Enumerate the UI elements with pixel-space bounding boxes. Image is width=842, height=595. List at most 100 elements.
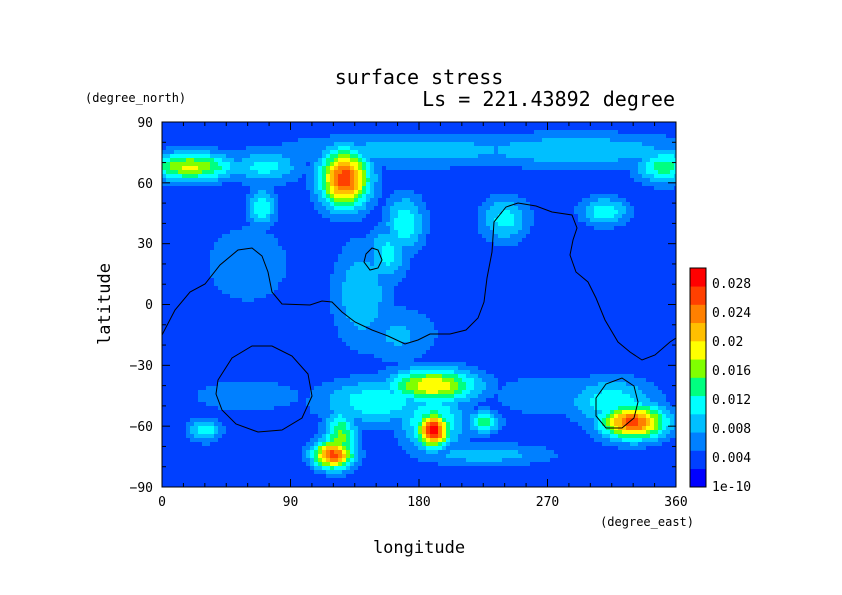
heatmap-cell (662, 266, 667, 271)
heatmap-cell (654, 182, 659, 187)
heatmap-cell (666, 166, 671, 171)
heatmap-cell (190, 274, 195, 279)
heatmap-cell (346, 158, 351, 163)
heatmap-cell (306, 134, 311, 139)
heatmap-cell (398, 142, 403, 147)
heatmap-cell (646, 122, 651, 127)
heatmap-cell (406, 246, 411, 251)
heatmap-cell (378, 206, 383, 211)
heatmap-cell (422, 190, 427, 195)
heatmap-cell (354, 214, 359, 219)
heatmap-cell (394, 234, 399, 239)
heatmap-cell (190, 162, 195, 167)
heatmap-cell (474, 182, 479, 187)
heatmap-cell (578, 170, 583, 175)
heatmap-cell (362, 154, 367, 159)
heatmap-cell (518, 154, 523, 159)
heatmap-cell (286, 166, 291, 171)
heatmap-cell (650, 222, 655, 227)
heatmap-cell (306, 122, 311, 127)
heatmap-cell (442, 154, 447, 159)
heatmap-cell (378, 150, 383, 155)
heatmap-cell (394, 242, 399, 247)
heatmap-cell (522, 194, 527, 199)
heatmap-cell (310, 254, 315, 259)
heatmap-cell (526, 258, 531, 263)
heatmap-cell (422, 138, 427, 143)
heatmap-cell (294, 190, 299, 195)
heatmap-cell (406, 210, 411, 215)
heatmap-cell (282, 178, 287, 183)
heatmap-cell (462, 190, 467, 195)
heatmap-cell (194, 174, 199, 179)
heatmap-cell (662, 214, 667, 219)
heatmap-cell (242, 146, 247, 151)
heatmap-cell (598, 242, 603, 247)
heatmap-cell (570, 158, 575, 163)
heatmap-cell (242, 182, 247, 187)
heatmap-cell (606, 162, 611, 167)
heatmap-cell (562, 250, 567, 255)
heatmap-cell (622, 266, 627, 271)
heatmap-cell (334, 214, 339, 219)
heatmap-cell (242, 150, 247, 155)
heatmap-cell (190, 234, 195, 239)
heatmap-cell (218, 242, 223, 247)
heatmap-cell (646, 162, 651, 167)
heatmap-cell (462, 206, 467, 211)
heatmap-cell (170, 142, 175, 147)
heatmap-cell (590, 154, 595, 159)
heatmap-cell (298, 218, 303, 223)
heatmap-cell (586, 182, 591, 187)
heatmap-cell (310, 190, 315, 195)
heatmap-cell (326, 266, 331, 271)
heatmap-cell (238, 274, 243, 279)
heatmap-cell (386, 230, 391, 235)
heatmap-cell (610, 214, 615, 219)
heatmap-cell (602, 266, 607, 271)
heatmap-cell (618, 242, 623, 247)
heatmap-cell (542, 230, 547, 235)
heatmap-cell (166, 142, 171, 147)
heatmap-cell (550, 206, 555, 211)
heatmap-cell (534, 150, 539, 155)
heatmap-cell (630, 198, 635, 203)
heatmap-cell (586, 142, 591, 147)
heatmap-cell (382, 242, 387, 247)
heatmap-cell (374, 162, 379, 167)
heatmap-cell (670, 210, 675, 215)
heatmap-cell (302, 226, 307, 231)
heatmap-cell (658, 170, 663, 175)
heatmap-cell (506, 226, 511, 231)
heatmap-cell (342, 178, 347, 183)
heatmap-cell (390, 178, 395, 183)
heatmap-cell (346, 206, 351, 211)
heatmap-cell (478, 246, 483, 251)
heatmap-cell (242, 174, 247, 179)
heatmap-cell (190, 126, 195, 131)
heatmap-cell (238, 130, 243, 135)
heatmap-cell (374, 222, 379, 227)
heatmap-cell (546, 222, 551, 227)
heatmap-cell (394, 194, 399, 199)
heatmap-cell (458, 262, 463, 267)
heatmap-cell (442, 170, 447, 175)
heatmap-cell (642, 146, 647, 151)
heatmap-cell (314, 214, 319, 219)
heatmap-cell (538, 138, 543, 143)
heatmap-cell (598, 154, 603, 159)
heatmap-cell (462, 150, 467, 155)
heatmap-cell (606, 214, 611, 219)
heatmap-cell (302, 210, 307, 215)
heatmap-cell (474, 178, 479, 183)
heatmap-cell (318, 218, 323, 223)
heatmap-cell (386, 210, 391, 215)
heatmap-cell (634, 206, 639, 211)
heatmap-cell (410, 258, 415, 263)
heatmap-cell (270, 246, 275, 251)
heatmap-cell (186, 146, 191, 151)
heatmap-cell (422, 166, 427, 171)
heatmap-cell (378, 178, 383, 183)
heatmap-cell (334, 230, 339, 235)
heatmap-cell (258, 150, 263, 155)
